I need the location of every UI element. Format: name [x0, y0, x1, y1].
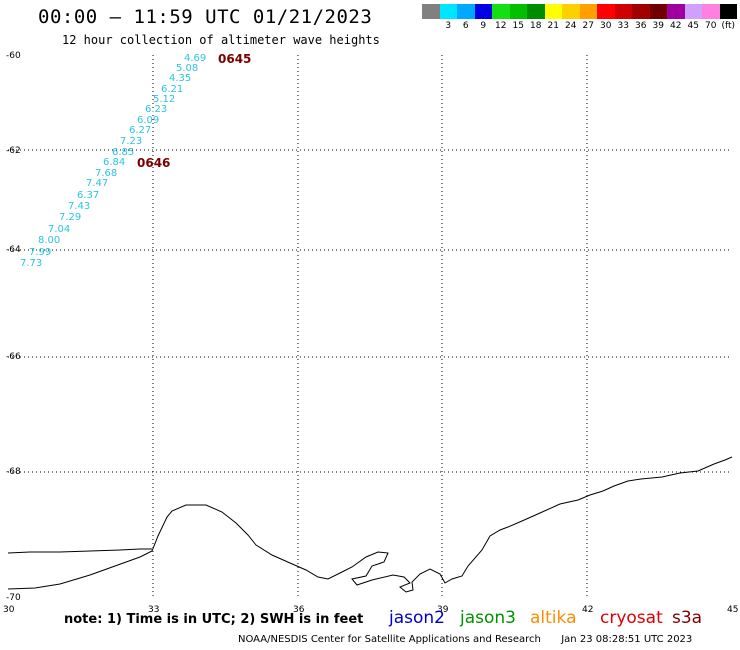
wave-height-label: 8.00: [38, 235, 61, 246]
legend-swatch: [614, 4, 632, 19]
lat-label: -64: [6, 245, 21, 255]
legend-label: 30: [600, 21, 612, 31]
legend-swatch: [667, 4, 685, 19]
legend-label: 39: [652, 21, 664, 31]
wave-height-label: 7.73: [20, 258, 43, 269]
units-note: note: 1) Time is in UTC; 2) SWH is in fe…: [64, 612, 364, 627]
legend-swatch: [684, 4, 702, 19]
footer-credit: NOAA/NESDIS Center for Satellite Applica…: [238, 634, 541, 645]
lon-label: 36: [293, 605, 305, 615]
legend-swatch: [509, 4, 527, 19]
plot-frame: [8, 55, 732, 597]
legend-label: 9: [480, 21, 487, 31]
wave-height-label: 6.09: [137, 115, 160, 126]
wave-height-label: 7.99: [29, 247, 52, 258]
legend-label: 6: [462, 21, 469, 31]
coastline-west: [7, 548, 152, 554]
legend-label: 15: [512, 21, 524, 31]
wave-height-label: 5.08: [176, 63, 199, 74]
legend-label: (ft): [721, 21, 736, 31]
lon-label: 30: [3, 605, 15, 615]
legend-swatch: [562, 4, 580, 19]
legend-swatch: [422, 4, 440, 19]
wave-height-label: 4.69: [184, 53, 207, 64]
lat-label: -60: [6, 51, 21, 61]
legend-swatch: [457, 4, 475, 19]
satellite-s3a: s3a: [672, 608, 703, 628]
legend-swatch: [439, 4, 457, 19]
legend-label: 12: [495, 21, 507, 31]
legend-label: 42: [670, 21, 682, 31]
legend-swatch: [702, 4, 720, 19]
wave-height-label: 5.12: [153, 94, 176, 105]
legend-swatch: [632, 4, 650, 19]
wave-height-label: 4.35: [169, 73, 192, 84]
satellite-jason3: jason3: [460, 608, 516, 628]
wave-height-label: 7.47: [86, 178, 109, 189]
legend-swatch: [597, 4, 615, 19]
legend-swatch: [492, 4, 510, 19]
legend-label: 27: [582, 21, 594, 31]
wave-height-label: 6.23: [145, 104, 168, 115]
footer-timestamp: Jan 23 08:28:51 UTC 2023: [561, 634, 693, 645]
satellite-altika: altika: [530, 608, 577, 628]
legend-label: 3: [445, 21, 452, 31]
wave-height-label: 6.21: [161, 84, 184, 95]
lat-label: -66: [6, 352, 21, 362]
lon-label: 45: [727, 605, 739, 615]
lon-label: 42: [582, 605, 594, 615]
legend-label: 70: [705, 21, 717, 31]
color-legend: [422, 4, 737, 19]
chart-title: 00:00 – 11:59 UTC 01/21/2023: [38, 6, 373, 28]
wave-height-label: 7.29: [59, 212, 82, 223]
coastline: [7, 456, 733, 593]
wave-height-label: 7.04: [48, 224, 71, 235]
wave-height-label: 6.27: [129, 125, 152, 136]
legend-label: 18: [530, 21, 542, 31]
time-label: 0645: [218, 52, 252, 66]
time-label: 0646: [137, 156, 171, 170]
wave-height-label: 7.68: [95, 168, 118, 179]
legend-label: 45: [687, 21, 699, 31]
wave-height-label: 6.84: [103, 157, 126, 168]
satellite-cryosat: cryosat: [600, 608, 663, 628]
legend-swatch: [474, 4, 492, 19]
lon-label: 33: [148, 605, 160, 615]
chart-subtitle: 12 hour collection of altimeter wave hei…: [62, 33, 380, 47]
wave-height-label: 7.43: [68, 201, 91, 212]
legend-swatch: [544, 4, 562, 19]
legend-swatch: [649, 4, 667, 19]
lat-label: -68: [6, 467, 21, 477]
legend-swatch: [527, 4, 545, 19]
legend-label: 24: [565, 21, 577, 31]
wave-height-label: 6.37: [77, 190, 100, 201]
wave-height-label: 6.85: [112, 147, 135, 158]
lat-label: -62: [6, 146, 21, 156]
legend-label: 36: [635, 21, 647, 31]
legend-swatch: [579, 4, 597, 19]
grid-lines: [8, 55, 732, 597]
footer: NOAA/NESDIS Center for Satellite Applica…: [238, 634, 692, 645]
satellite-jason2: jason2: [389, 608, 445, 628]
legend-label: 33: [617, 21, 629, 31]
legend-swatch: [719, 4, 737, 19]
lon-label: 39: [437, 605, 449, 615]
lat-label: -70: [6, 593, 21, 603]
wave-height-label: 7.23: [120, 136, 143, 147]
legend-label: 21: [547, 21, 559, 31]
